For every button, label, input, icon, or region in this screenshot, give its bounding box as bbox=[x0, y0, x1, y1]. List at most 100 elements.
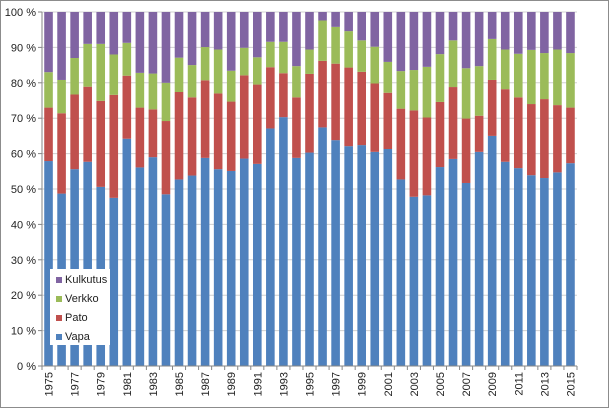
bar-verkko-1993 bbox=[279, 41, 288, 74]
bar-verkko-1978 bbox=[83, 43, 92, 87]
bar-verkko-2011 bbox=[513, 53, 523, 98]
bar-verkko-1985 bbox=[174, 57, 184, 93]
legend-label-vapa: Vapa bbox=[65, 331, 91, 343]
bar-vapa-1978 bbox=[83, 161, 92, 366]
bar-vapa-1986 bbox=[187, 175, 197, 366]
bar-vapa-2013 bbox=[540, 178, 549, 366]
bar-vapa-2010 bbox=[500, 161, 510, 366]
bar-pato-1979 bbox=[96, 100, 106, 187]
bar-verkko-2000 bbox=[370, 46, 380, 84]
bar-pato-2002 bbox=[396, 108, 406, 180]
bar-verkko-2003 bbox=[409, 70, 419, 111]
bars bbox=[44, 12, 575, 367]
x-tick-label: 1977 bbox=[70, 372, 82, 396]
bar-verkko-2005 bbox=[435, 54, 445, 102]
bar-vapa-1977 bbox=[70, 169, 79, 366]
bar-kulkutus-2002 bbox=[396, 12, 406, 72]
bar-verkko-1980 bbox=[109, 54, 119, 95]
bar-vapa-2014 bbox=[553, 172, 562, 366]
bar-verkko-1976 bbox=[57, 79, 66, 114]
bar-verkko-2013 bbox=[540, 53, 549, 100]
bar-verkko-2009 bbox=[487, 38, 497, 80]
bar-kulkutus-1990 bbox=[239, 12, 249, 48]
x-tick-label: 2007 bbox=[461, 372, 473, 396]
bar-pato-1976 bbox=[57, 113, 66, 194]
bar-vapa-1988 bbox=[213, 169, 223, 366]
x-tick-label: 1985 bbox=[174, 372, 186, 396]
bar-kulkutus-1993 bbox=[279, 12, 288, 42]
legend-label-verkko: Verkko bbox=[65, 293, 99, 305]
bar-kulkutus-1985 bbox=[174, 12, 184, 58]
bar-pato-1981 bbox=[122, 75, 132, 139]
bar-vapa-2002 bbox=[396, 179, 406, 366]
bar-verkko-1992 bbox=[266, 41, 275, 68]
bar-vapa-2011 bbox=[513, 168, 523, 366]
bar-kulkutus-1975 bbox=[44, 12, 53, 73]
legend-label-kulkutus: Kulkutus bbox=[65, 274, 108, 286]
bar-pato-1986 bbox=[187, 97, 197, 176]
x-axis-labels: 1975 1977 1979 1981 1983 1985 1987 1989 1991 1993… bbox=[44, 372, 578, 396]
x-tick-label: 1975 bbox=[44, 372, 56, 396]
bar-kulkutus-2004 bbox=[422, 12, 432, 67]
bar-verkko-2006 bbox=[448, 40, 458, 88]
bar-vapa-1997 bbox=[331, 140, 340, 366]
bar-kulkutus-1991 bbox=[253, 12, 262, 58]
x-tick-label: 2003 bbox=[409, 372, 421, 396]
bar-pato-1987 bbox=[200, 80, 210, 158]
y-tick-label: 20 % bbox=[11, 290, 36, 302]
bar-pato-1993 bbox=[279, 73, 288, 118]
bar-vapa-2006 bbox=[448, 158, 458, 366]
bar-pato-2000 bbox=[370, 83, 380, 152]
axes bbox=[38, 11, 578, 370]
y-tick-label: 80 % bbox=[11, 78, 36, 90]
y-tick-label: 0 % bbox=[17, 361, 36, 373]
bar-verkko-2007 bbox=[461, 68, 471, 119]
bar-vapa-1982 bbox=[135, 167, 145, 366]
bar-kulkutus-2011 bbox=[513, 12, 523, 54]
bar-kulkutus-1995 bbox=[305, 12, 314, 50]
bar-verkko-2012 bbox=[527, 49, 536, 105]
bar-kulkutus-2009 bbox=[487, 12, 497, 39]
bar-kulkutus-2003 bbox=[409, 12, 419, 71]
bar-pato-1998 bbox=[344, 67, 353, 147]
bar-vapa-1991 bbox=[253, 163, 262, 366]
x-tick-label: 1993 bbox=[278, 372, 290, 396]
bar-verkko-1988 bbox=[213, 49, 223, 94]
bar-kulkutus-1986 bbox=[187, 12, 197, 66]
x-tick-label: 1981 bbox=[122, 372, 134, 396]
bar-kulkutus-1981 bbox=[122, 12, 132, 43]
bar-pato-2005 bbox=[435, 101, 445, 168]
bar-vapa-1987 bbox=[200, 157, 210, 366]
bar-verkko-2014 bbox=[553, 49, 562, 106]
bar-pato-1995 bbox=[305, 73, 314, 153]
bar-kulkutus-1976 bbox=[57, 12, 66, 80]
bar-pato-1988 bbox=[213, 93, 223, 170]
bar-vapa-2009 bbox=[487, 135, 497, 366]
bar-pato-2009 bbox=[487, 79, 497, 136]
bar-kulkutus-1978 bbox=[83, 12, 92, 44]
bar-pato-1980 bbox=[109, 94, 119, 198]
bar-kulkutus-1994 bbox=[292, 12, 301, 67]
x-tick-label: 2013 bbox=[539, 372, 551, 396]
bar-verkko-1998 bbox=[344, 31, 353, 68]
bar-vapa-1993 bbox=[279, 117, 288, 366]
bar-vapa-1990 bbox=[239, 158, 249, 366]
bar-verkko-1989 bbox=[226, 70, 236, 102]
bar-vapa-1984 bbox=[161, 194, 171, 366]
bar-vapa-1995 bbox=[305, 152, 314, 366]
bar-pato-2004 bbox=[422, 117, 432, 196]
bar-kulkutus-1979 bbox=[96, 12, 106, 44]
bar-vapa-1989 bbox=[226, 170, 236, 366]
y-tick-label: 60 % bbox=[11, 149, 36, 161]
bar-kulkutus-2006 bbox=[448, 12, 458, 41]
legend-swatch-kulkutus bbox=[56, 277, 62, 283]
bar-verkko-2008 bbox=[474, 66, 484, 116]
bar-vapa-1994 bbox=[292, 157, 301, 366]
bar-kulkutus-1997 bbox=[331, 12, 340, 27]
bar-verkko-2001 bbox=[383, 61, 393, 93]
bar-vapa-2000 bbox=[370, 151, 380, 366]
bar-pato-2012 bbox=[527, 104, 536, 176]
x-tick-label: 2011 bbox=[513, 372, 525, 396]
bar-kulkutus-2012 bbox=[527, 12, 536, 50]
